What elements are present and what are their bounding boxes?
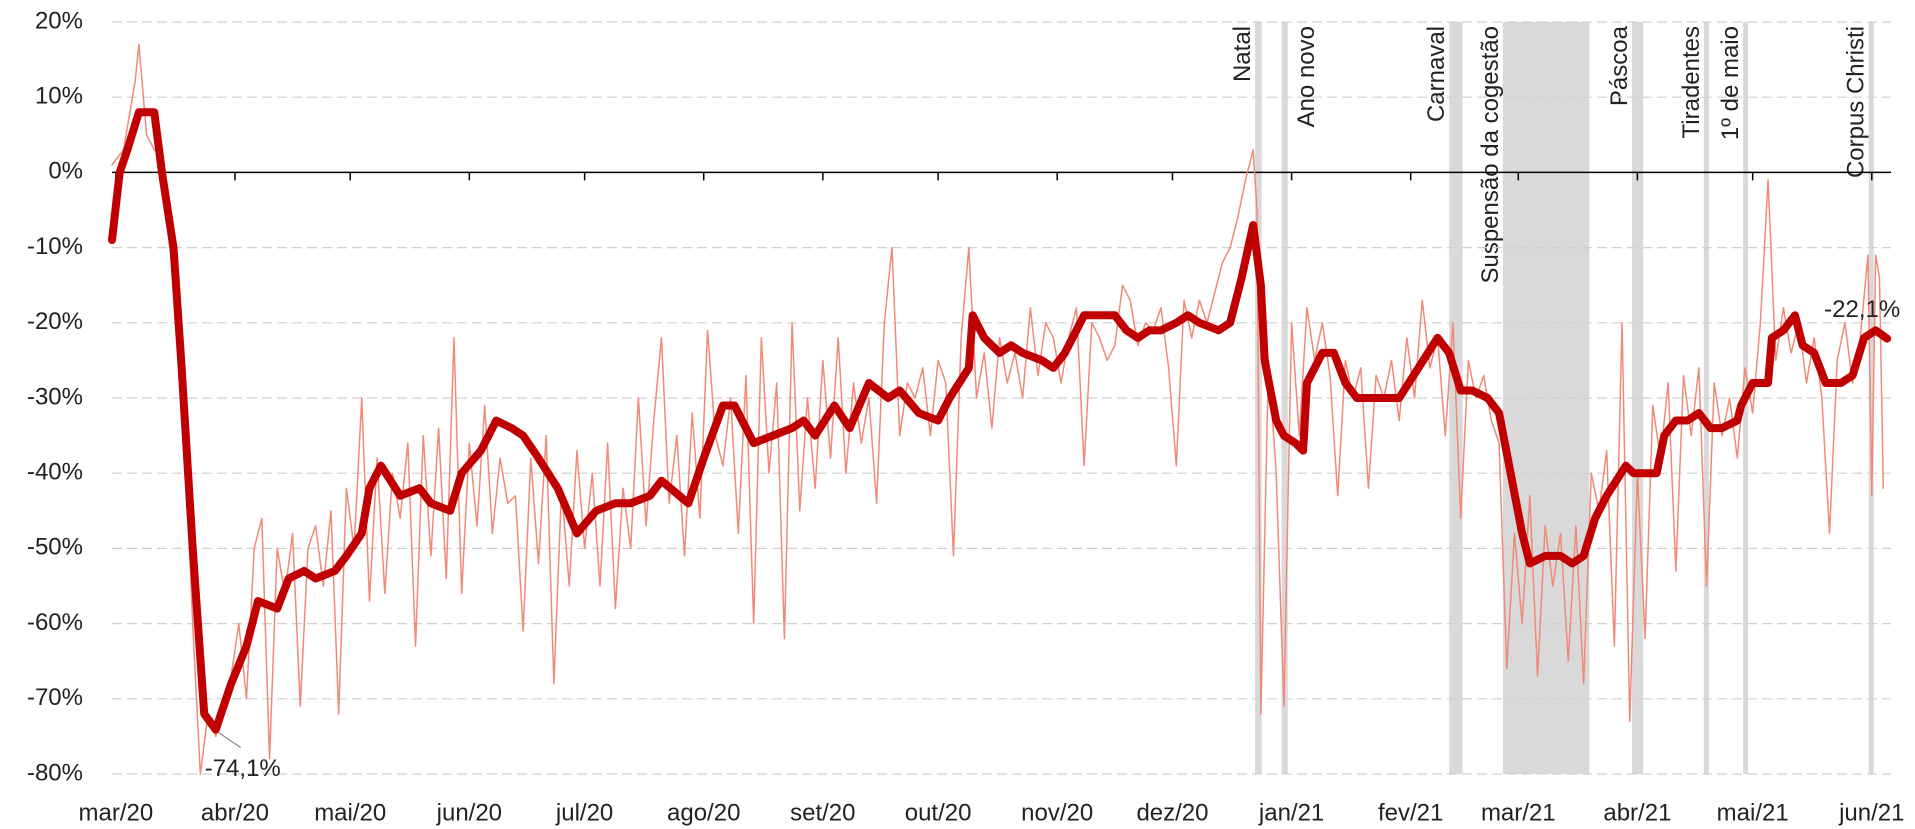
x-tick-label: jan/21 — [1258, 799, 1324, 826]
x-tick-label: mar/20 — [78, 799, 153, 826]
annotation-leader — [218, 732, 242, 749]
y-tick-label: 0% — [48, 158, 83, 185]
holiday-label: Carnaval — [1423, 26, 1450, 122]
y-tick-label: -50% — [27, 534, 83, 561]
holiday-label: Tiradentes — [1678, 26, 1705, 139]
y-tick-label: -10% — [27, 233, 83, 260]
x-tick-label: out/20 — [905, 799, 972, 826]
annotation: -22,1% — [1824, 296, 1900, 323]
holiday-label: Suspensão da cogestão — [1477, 26, 1504, 284]
x-tick-label: fev/21 — [1378, 799, 1443, 826]
x-tick-label: mar/21 — [1481, 799, 1556, 826]
holiday-label: Páscoa — [1606, 25, 1633, 106]
holiday-label: Corpus Christi — [1843, 26, 1870, 178]
annotation: -74,1% — [205, 755, 281, 782]
x-tick-label: dez/20 — [1136, 799, 1208, 826]
holiday-label: Ano novo — [1293, 26, 1320, 127]
y-tick-label: -40% — [27, 459, 83, 486]
holiday-label: 1º de maio — [1717, 26, 1744, 140]
x-tick-label: jul/20 — [555, 799, 613, 826]
y-tick-label: -20% — [27, 308, 83, 335]
x-tick-label: jun/20 — [436, 799, 502, 826]
y-tick-label: -60% — [27, 609, 83, 636]
x-tick-label: jun/21 — [1838, 799, 1904, 826]
x-tick-label: nov/20 — [1021, 799, 1093, 826]
x-tick-label: abr/20 — [201, 799, 269, 826]
y-tick-label: 10% — [35, 83, 83, 110]
x-tick-label: ago/20 — [667, 799, 740, 826]
x-tick-label: abr/21 — [1603, 799, 1671, 826]
y-tick-label: -80% — [27, 759, 83, 786]
y-tick-label: 20% — [35, 7, 83, 34]
x-tick-label: set/20 — [790, 799, 855, 826]
y-tick-label: -30% — [27, 383, 83, 410]
holiday-label: Natal — [1229, 26, 1256, 82]
y-tick-label: -70% — [27, 684, 83, 711]
x-tick-label: mai/20 — [314, 799, 386, 826]
x-tick-label: mai/21 — [1717, 799, 1789, 826]
series-line — [111, 43, 1885, 775]
holiday-band — [1632, 22, 1644, 774]
series-line — [108, 108, 1892, 734]
